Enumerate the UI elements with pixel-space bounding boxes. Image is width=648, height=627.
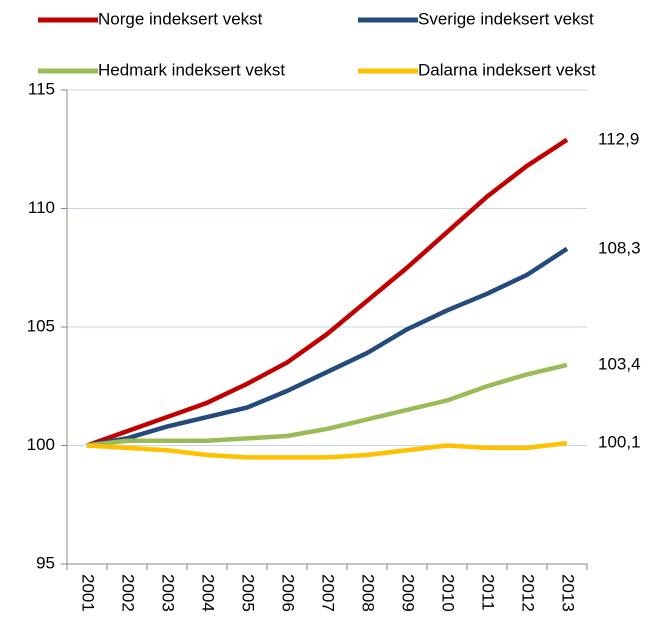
x-tick-label: 2009 — [399, 574, 418, 612]
data-label: 103,4 — [598, 354, 641, 373]
series-line — [86, 246, 569, 448]
legend-label: Sverige indeksert vekst — [418, 9, 594, 28]
series-line — [86, 362, 568, 448]
x-tick-label: 2011 — [479, 574, 498, 611]
y-tick-label: 115 — [28, 79, 55, 98]
x-tick-label: 2004 — [199, 574, 218, 612]
y-tick-label: 100 — [27, 435, 55, 454]
data-label: 112,9 — [598, 129, 639, 148]
legend-label: Norge indeksert vekst — [98, 9, 263, 28]
x-tick-label: 2012 — [519, 574, 538, 612]
x-tick-label: 2008 — [359, 574, 378, 612]
legend-label: Dalarna indeksert vekst — [418, 60, 596, 79]
data-label: 108,3 — [598, 238, 641, 257]
x-tick-label: 2006 — [279, 574, 298, 612]
series-line — [86, 440, 568, 460]
series-line — [86, 137, 569, 448]
x-tick-label: 2007 — [319, 574, 338, 612]
x-tick-label: 2010 — [439, 574, 458, 612]
x-tick-label: 2005 — [239, 574, 258, 612]
y-tick-label: 105 — [27, 316, 55, 335]
x-tick-label: 2013 — [559, 574, 578, 612]
legend-label: Hedmark indeksert vekst — [98, 60, 285, 79]
y-tick-label: 110 — [28, 198, 55, 217]
x-tick-label: 2003 — [159, 574, 178, 612]
y-tick-label: 95 — [36, 553, 55, 572]
x-tick-label: 2002 — [119, 574, 138, 612]
data-label: 100,1 — [598, 433, 641, 452]
x-tick-label: 2001 — [79, 574, 98, 612]
